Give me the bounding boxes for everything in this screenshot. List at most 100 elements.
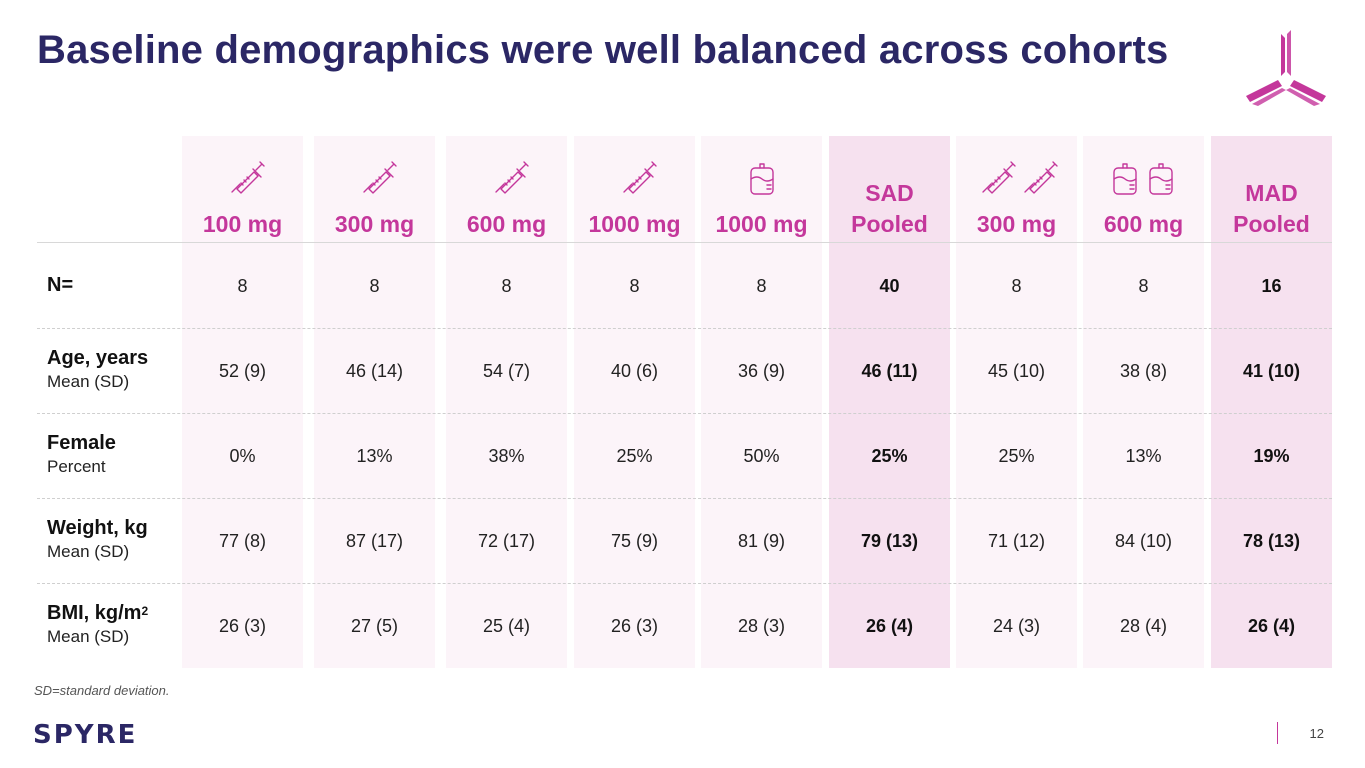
row-label: N= <box>47 273 73 297</box>
row-label-text: Weight, kg <box>47 517 148 539</box>
column-header: 100 mg <box>174 148 311 240</box>
value-cell: 81 (9) <box>737 531 786 551</box>
row-divider <box>37 328 1332 329</box>
value-cell: 8 <box>629 276 640 296</box>
row-label-text: Female <box>47 432 116 454</box>
value-cell: 8 <box>1138 276 1149 296</box>
value-cell: 13% <box>356 446 393 466</box>
row-label-superscript: 2 <box>141 604 149 618</box>
column-header-group: MAD <box>1245 180 1298 206</box>
value-cell: 50% <box>743 446 780 466</box>
value-cell: 8 <box>1011 276 1022 296</box>
pooled-value-cell: 79 (13) <box>860 531 919 551</box>
value-cell: 8 <box>501 276 512 296</box>
row-label-text: N= <box>47 274 74 296</box>
page-number: 12 <box>1309 726 1324 741</box>
column-background <box>446 136 567 668</box>
value-cell: 87 (17) <box>345 531 404 551</box>
column-header-label: 600 mg <box>466 211 547 237</box>
syringe-icon <box>485 161 529 209</box>
value-cell: 26 (3) <box>218 616 267 636</box>
pooled-column-background <box>829 136 950 668</box>
value-cell: 8 <box>369 276 380 296</box>
row-label: BMI, kg/m2 Mean (SD) <box>47 601 148 649</box>
column-background <box>574 136 695 668</box>
column-header-label: 100 mg <box>202 211 283 237</box>
value-cell: 84 (10) <box>1114 531 1173 551</box>
row-label-main: Weight, kg <box>47 516 148 540</box>
page-title: Baseline demographics were well balanced… <box>37 28 1169 72</box>
column-background <box>1083 136 1204 668</box>
spyre-logo-mark-icon <box>1246 30 1326 106</box>
value-cell: 25% <box>998 446 1035 466</box>
row-label-main: Female <box>47 431 116 455</box>
column-header-label: Pooled <box>851 211 928 237</box>
iv-bag-icon <box>746 161 778 209</box>
pooled-value-cell: 19% <box>1253 446 1290 466</box>
pooled-value-cell: 26 (4) <box>1247 616 1296 636</box>
pooled-value-cell: 41 (10) <box>1242 361 1301 381</box>
row-label-sub: Percent <box>47 457 106 476</box>
value-cell: 54 (7) <box>482 361 531 381</box>
column-background <box>701 136 822 668</box>
value-cell: 28 (3) <box>737 616 786 636</box>
row-label-text: Age, years <box>47 347 149 369</box>
value-cell: 38 (8) <box>1119 361 1168 381</box>
value-cell: 38% <box>488 446 525 466</box>
value-cell: 77 (8) <box>218 531 267 551</box>
row-label-sub: Mean (SD) <box>47 372 130 391</box>
value-cell: 13% <box>1125 446 1162 466</box>
row-label-sub: Mean (SD) <box>47 542 130 561</box>
column-background <box>314 136 435 668</box>
row-label: Female Percent <box>47 431 116 479</box>
column-background <box>956 136 1077 668</box>
value-cell: 0% <box>229 446 256 466</box>
pooled-value-cell: 25% <box>871 446 908 466</box>
row-label: Weight, kg Mean (SD) <box>47 516 148 564</box>
column-header: 1000 mg <box>566 148 703 240</box>
value-cell: 26 (3) <box>610 616 659 636</box>
row-label: Age, years Mean (SD) <box>47 346 148 394</box>
column-header: MAD Pooled <box>1203 148 1340 240</box>
footnote: SD=standard deviation. <box>34 683 170 698</box>
row-label-sub: Mean (SD) <box>47 627 130 646</box>
double-iv-bag-icon <box>1109 161 1179 209</box>
column-header-label: Pooled <box>1233 211 1310 237</box>
value-cell: 71 (12) <box>987 531 1046 551</box>
value-cell: 25% <box>616 446 653 466</box>
value-cell: 8 <box>237 276 248 296</box>
row-label-main: N= <box>47 273 73 297</box>
value-cell: 72 (17) <box>477 531 536 551</box>
column-header: 1000 mg <box>693 148 830 240</box>
column-header-label: 1000 mg <box>715 211 808 237</box>
pooled-value-cell: 78 (13) <box>1242 531 1301 551</box>
header-divider <box>37 242 1332 243</box>
value-cell: 8 <box>756 276 767 296</box>
column-header: SAD Pooled <box>821 148 958 240</box>
value-cell: 46 (14) <box>345 361 404 381</box>
value-cell: 36 (9) <box>737 361 786 381</box>
footer-divider <box>1277 722 1278 744</box>
row-label-main: Age, years <box>47 346 148 370</box>
row-label-text: BMI, kg/m <box>47 602 142 624</box>
value-cell: 45 (10) <box>987 361 1046 381</box>
double-syringe-icon <box>974 161 1060 209</box>
spyre-logo: SPYRE <box>33 720 138 750</box>
value-cell: 24 (3) <box>992 616 1041 636</box>
syringe-icon <box>353 161 397 209</box>
row-divider <box>37 498 1332 499</box>
syringe-icon <box>613 161 657 209</box>
pooled-value-cell: 16 <box>1261 276 1282 296</box>
value-cell: 40 (6) <box>610 361 659 381</box>
column-header-label: 1000 mg <box>588 211 681 237</box>
pooled-column-background <box>1211 136 1332 668</box>
column-background <box>182 136 303 668</box>
column-header-label: 300 mg <box>334 211 415 237</box>
column-header: 600 mg <box>438 148 575 240</box>
row-label-main: BMI, kg/m2 <box>47 601 148 625</box>
pooled-value-cell: 40 <box>879 276 900 296</box>
pooled-value-cell: 46 (11) <box>861 361 918 381</box>
column-header-label: 300 mg <box>976 211 1057 237</box>
column-header-label: 600 mg <box>1103 211 1184 237</box>
syringe-icon <box>221 161 265 209</box>
